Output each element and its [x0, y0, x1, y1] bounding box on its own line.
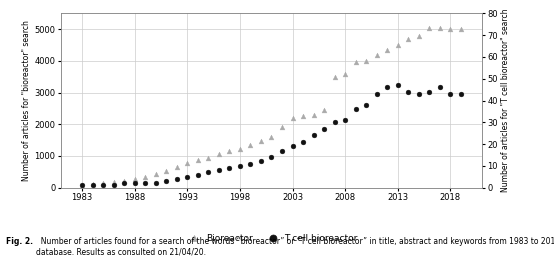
Point — [257, 159, 265, 163]
Point — [204, 155, 213, 160]
Point — [141, 174, 150, 179]
Point — [425, 25, 434, 30]
Point — [214, 152, 223, 157]
Point — [162, 179, 171, 183]
Point — [414, 92, 423, 96]
Legend: Bioreactor, T cell bioreactor: Bioreactor, T cell bioreactor — [182, 230, 361, 247]
Point — [78, 184, 86, 188]
Point — [267, 155, 276, 159]
Point — [120, 181, 129, 185]
Point — [246, 162, 255, 166]
Point — [225, 149, 234, 153]
Point — [320, 127, 329, 131]
Point — [109, 183, 118, 188]
Point — [172, 165, 181, 169]
Point — [141, 181, 150, 185]
Point — [393, 83, 402, 87]
Point — [404, 37, 413, 41]
Y-axis label: Number of articles for "bioreactor" search: Number of articles for "bioreactor" sear… — [23, 20, 32, 181]
Point — [446, 27, 455, 31]
Point — [151, 181, 160, 185]
Point — [372, 92, 381, 96]
Point — [372, 53, 381, 57]
Point — [183, 161, 192, 165]
Text: Fig. 2.: Fig. 2. — [6, 237, 33, 246]
Point — [351, 60, 360, 65]
Point — [120, 178, 129, 183]
Point — [235, 164, 244, 168]
Point — [193, 158, 202, 162]
Point — [299, 140, 307, 144]
Point — [162, 169, 171, 173]
Y-axis label: Number of articles for "T cell bioreactor" search: Number of articles for "T cell bioreacto… — [501, 9, 510, 192]
Point — [330, 120, 339, 124]
Point — [172, 177, 181, 181]
Point — [88, 183, 97, 188]
Point — [225, 166, 234, 170]
Point — [288, 144, 297, 148]
Point — [320, 108, 329, 112]
Point — [193, 172, 202, 177]
Point — [88, 182, 97, 187]
Point — [414, 34, 423, 38]
Point — [257, 139, 265, 143]
Point — [214, 168, 223, 172]
Point — [99, 181, 107, 186]
Point — [362, 103, 371, 107]
Point — [446, 92, 455, 96]
Point — [109, 180, 118, 184]
Point — [183, 174, 192, 179]
Point — [278, 148, 286, 153]
Point — [456, 27, 465, 31]
Text: Number of articles found for a search of the words “bioreactor” or “T cell biore: Number of articles found for a search of… — [36, 237, 554, 256]
Point — [130, 181, 139, 185]
Point — [99, 183, 107, 188]
Point — [309, 133, 318, 137]
Point — [351, 107, 360, 111]
Point — [204, 170, 213, 174]
Point — [299, 114, 307, 118]
Point — [309, 113, 318, 117]
Point — [78, 183, 86, 188]
Point — [246, 143, 255, 147]
Point — [383, 48, 392, 52]
Point — [435, 25, 444, 30]
Point — [425, 90, 434, 94]
Point — [383, 85, 392, 90]
Point — [435, 85, 444, 90]
Point — [267, 135, 276, 139]
Point — [278, 125, 286, 129]
Point — [456, 92, 465, 96]
Point — [130, 177, 139, 181]
Point — [393, 43, 402, 47]
Point — [341, 118, 350, 122]
Point — [404, 90, 413, 94]
Point — [151, 172, 160, 176]
Point — [235, 147, 244, 151]
Point — [362, 59, 371, 63]
Point — [341, 72, 350, 76]
Point — [288, 116, 297, 120]
Point — [330, 75, 339, 79]
